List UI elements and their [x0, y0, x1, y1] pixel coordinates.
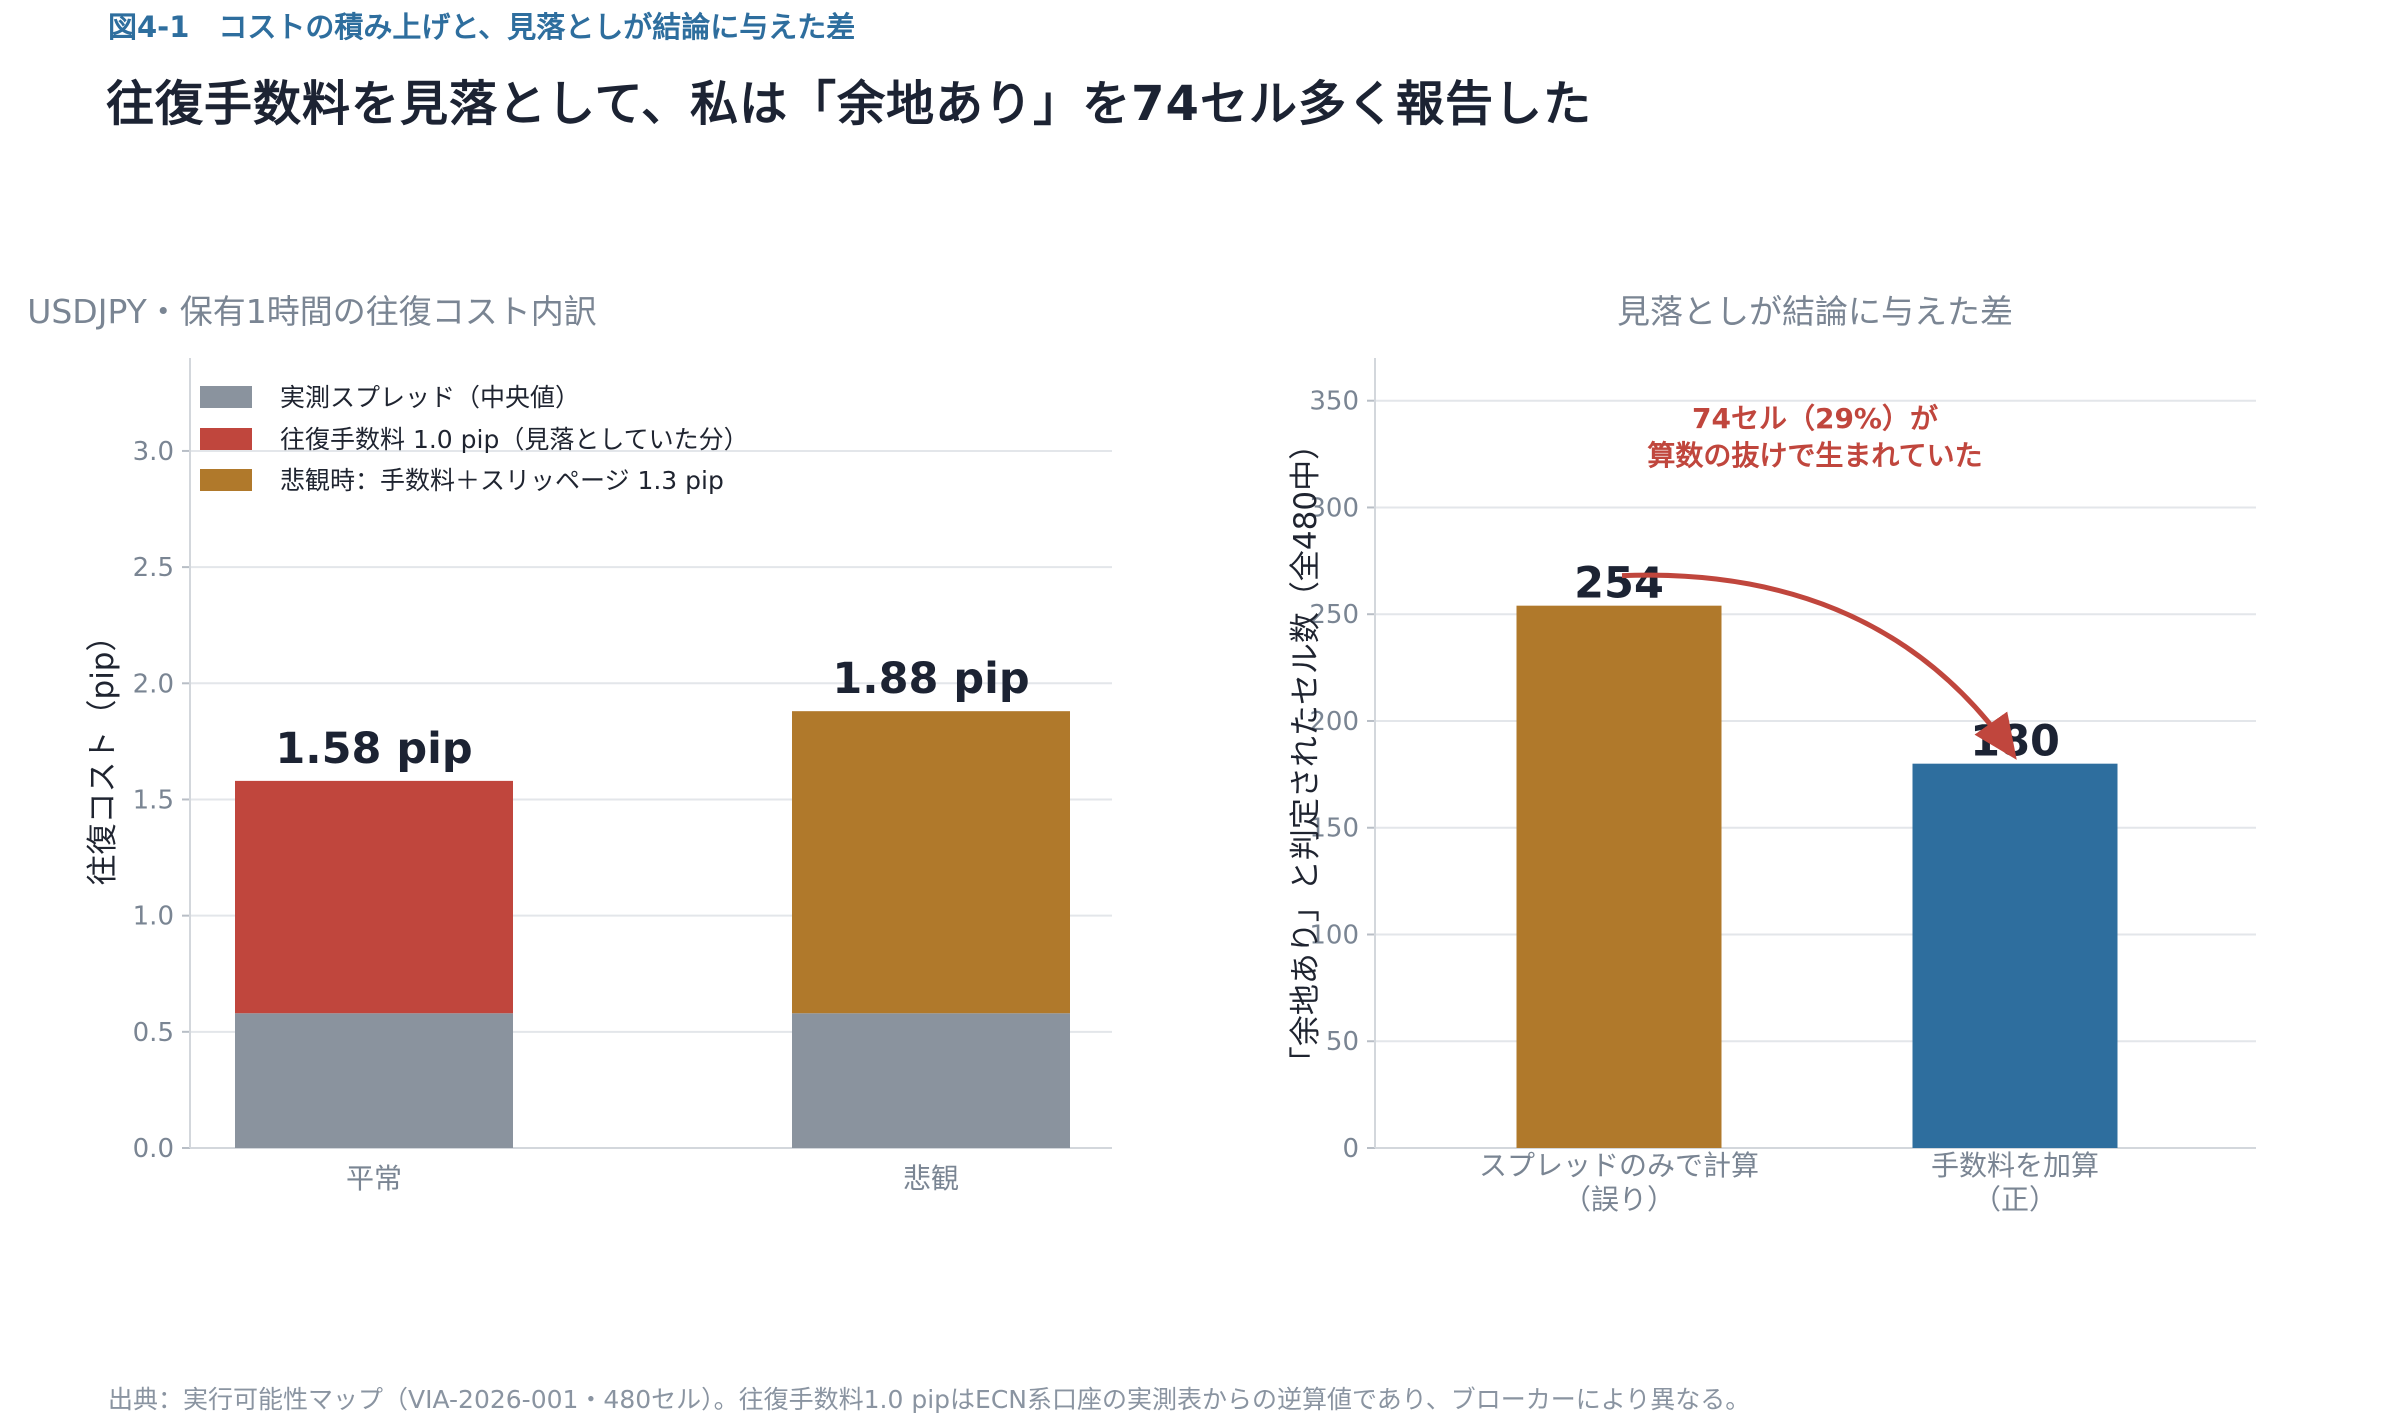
bar-segment — [235, 1013, 513, 1148]
y-axis-label: 「余地あり」と判定されたセル数（全480中） — [1288, 429, 1324, 1077]
x-category-label: （正） — [1973, 1183, 2057, 1216]
bar-value-label: 254 — [1574, 559, 1664, 609]
figure-title: 往復手数料を見落として、私は「余地あり」を74セル多く報告した — [106, 76, 1592, 132]
cost-breakdown-chart: 0.0 0.5 1.0 1.5 2.0 2.5 3.0 1.58 pip 平常 1.88 pip 悲… — [27, 292, 1112, 1195]
bar — [1516, 605, 1722, 1148]
y-tick-label: 0 — [1342, 1134, 1359, 1164]
bar-total-label: 1.58 pip — [275, 724, 472, 774]
y-axis-label: 往復コスト（pip） — [85, 621, 121, 886]
y-tick-label: 0.5 — [133, 1018, 174, 1048]
bar-segment — [792, 1013, 1070, 1148]
y-tick-label: 2.5 — [133, 553, 174, 583]
y-tick-label: 2.0 — [133, 669, 174, 699]
y-tick-label: 0.0 — [133, 1134, 174, 1164]
y-tick-label: 350 — [1309, 387, 1359, 417]
y-tick-label: 150 — [1309, 814, 1359, 844]
y-tick-label: 100 — [1309, 920, 1359, 950]
x-category-label: 手数料を加算 — [1931, 1149, 2099, 1182]
x-category-label: 平常 — [346, 1162, 402, 1195]
y-tick-label: 250 — [1309, 600, 1359, 630]
y-tick-label: 50 — [1326, 1027, 1359, 1057]
difference-arrow — [1621, 572, 2017, 760]
x-category-label: （誤り） — [1563, 1183, 1675, 1216]
judgement-diff-chart: 0 50 100 150 200 250 300 350 254 スプレッドのみで計算（誤り） 18… — [1288, 292, 2256, 1216]
annotation-text: 算数の抜けで生まれていた — [1647, 439, 1982, 472]
x-category-label: スプレッドのみで計算 — [1479, 1149, 1759, 1182]
y-tick-label: 1.0 — [133, 902, 174, 932]
bar-segment — [235, 780, 513, 1014]
legend-swatch — [200, 386, 252, 408]
y-tick-label: 1.5 — [133, 785, 174, 815]
legend-label: 実測スプレッド（中央値） — [280, 383, 580, 412]
y-tick-label: 200 — [1309, 707, 1359, 737]
chart-title: 見落としが結論に与えた差 — [1617, 292, 2013, 331]
legend-label: 悲観時：手数料＋スリッページ 1.3 pip — [280, 466, 724, 495]
bar-total-label: 1.88 pip — [832, 654, 1029, 704]
y-tick-label: 3.0 — [133, 437, 174, 467]
legend-swatch — [200, 428, 252, 450]
bar-value-label: 180 — [1970, 717, 2060, 767]
x-category-label: 悲観 — [903, 1162, 959, 1195]
annotation-text: 74セル（29%）が — [1692, 402, 1938, 435]
bar-segment — [792, 711, 1070, 1014]
bar — [1912, 763, 2118, 1148]
legend-label: 往復手数料 1.0 pip（見落としていた分） — [280, 425, 749, 454]
figure-kicker: 図4-1 コストの積み上げと、見落としが結論に与えた差 — [108, 10, 856, 44]
figure-source-note: 出典：実行可能性マップ（VIA-2026-001・480セル）。往復手数料1.0… — [108, 1385, 1751, 1414]
legend-swatch — [200, 469, 252, 491]
chart-title: USDJPY・保有1時間の往復コスト内訳 — [27, 292, 597, 331]
y-tick-label: 300 — [1309, 493, 1359, 523]
